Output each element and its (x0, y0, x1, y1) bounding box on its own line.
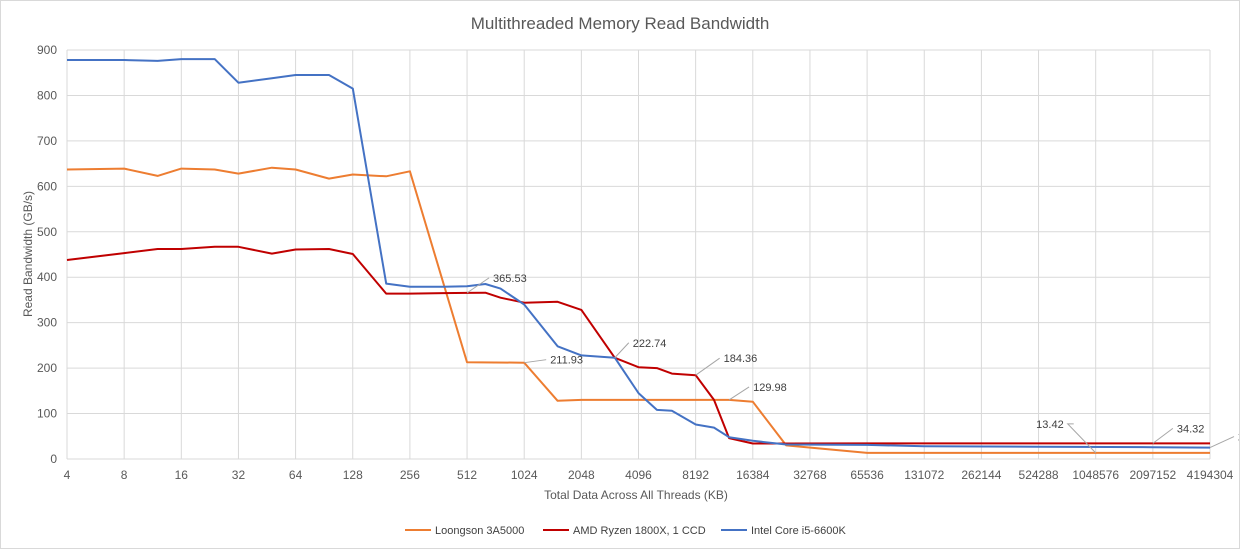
data-label-leader (466, 277, 490, 294)
gridlines (66, 49, 1211, 460)
y-tick-label: 400 (37, 270, 57, 284)
x-tick-label: 32 (232, 468, 246, 482)
x-tick-label: 8 (121, 468, 128, 482)
x-tick-label: 128 (343, 468, 363, 482)
x-axis-ticks: 4 8 16 32 64 128 256 512 1024 2048 4096 8192 16384 32… (64, 468, 1234, 482)
series-line-2 (67, 58, 1211, 449)
x-tick-label: 2097152 (1129, 468, 1176, 482)
x-tick-label: 2048 (568, 468, 595, 482)
y-tick-label: 600 (37, 179, 57, 193)
y-tick-label: 800 (37, 88, 57, 102)
data-label-leader (695, 357, 720, 376)
data-labels: 365.53 211.93 222.74 184.36 129.98 13.42 34.32… (466, 273, 1239, 454)
x-tick-label: 8192 (682, 468, 709, 482)
x-tick-label: 256 (400, 468, 420, 482)
data-label-leader (614, 342, 630, 359)
chart-title: Multithreaded Memory Read Bandwidth (471, 14, 770, 33)
legend: Loongson 3A5000 AMD Ryzen 1800X, 1 CCD Int… (405, 525, 846, 537)
y-tick-label: 200 (37, 361, 57, 375)
data-label: 34.32 (1177, 423, 1205, 435)
legend-label: AMD Ryzen 1800X, 1 CCD (573, 525, 706, 537)
y-tick-label: 900 (37, 43, 57, 57)
data-label-leader (1209, 436, 1235, 449)
data-label-leader (728, 386, 750, 401)
data-label-leader (1066, 423, 1097, 454)
y-tick-label: 100 (37, 407, 57, 421)
x-axis-title: Total Data Across All Threads (KB) (544, 488, 728, 502)
y-tick-label: 700 (37, 134, 57, 148)
x-tick-label: 512 (457, 468, 477, 482)
y-tick-label: 0 (50, 452, 57, 466)
data-label-leader (1152, 428, 1174, 444)
x-tick-label: 32768 (793, 468, 827, 482)
data-label: 129.98 (753, 382, 787, 394)
data-label: 365.53 (493, 273, 527, 285)
x-tick-label: 64 (289, 468, 303, 482)
data-label: 211.93 (550, 355, 583, 367)
x-tick-label: 524288 (1019, 468, 1059, 482)
x-tick-label: 16 (175, 468, 189, 482)
y-tick-label: 300 (37, 316, 57, 330)
data-label: 184.36 (724, 353, 758, 365)
x-tick-label: 1024 (511, 468, 538, 482)
y-tick-label: 500 (37, 225, 57, 239)
legend-label: Loongson 3A5000 (435, 525, 524, 537)
series-line-0 (66, 166, 1210, 454)
x-tick-label: 131072 (904, 468, 944, 482)
x-tick-label: 1048576 (1072, 468, 1119, 482)
x-tick-label: 16384 (736, 468, 770, 482)
x-tick-label: 4194304 (1187, 468, 1234, 482)
data-label-leader (524, 359, 547, 364)
x-tick-label: 4096 (625, 468, 652, 482)
x-tick-label: 262144 (961, 468, 1001, 482)
legend-label: Intel Core i5-6600K (751, 525, 846, 537)
x-tick-label: 65536 (850, 468, 884, 482)
data-label: 13.42 (1036, 419, 1064, 431)
x-tick-label: 4 (64, 468, 71, 482)
data-label: 25.13 (1238, 432, 1239, 444)
y-axis-ticks: 0 100 200 300 400 500 600 700 800 900 (37, 43, 57, 466)
data-label: 222.74 (633, 338, 667, 350)
y-axis-title: Read Bandwidth (GB/s) (21, 191, 35, 317)
series-lines (66, 58, 1211, 454)
